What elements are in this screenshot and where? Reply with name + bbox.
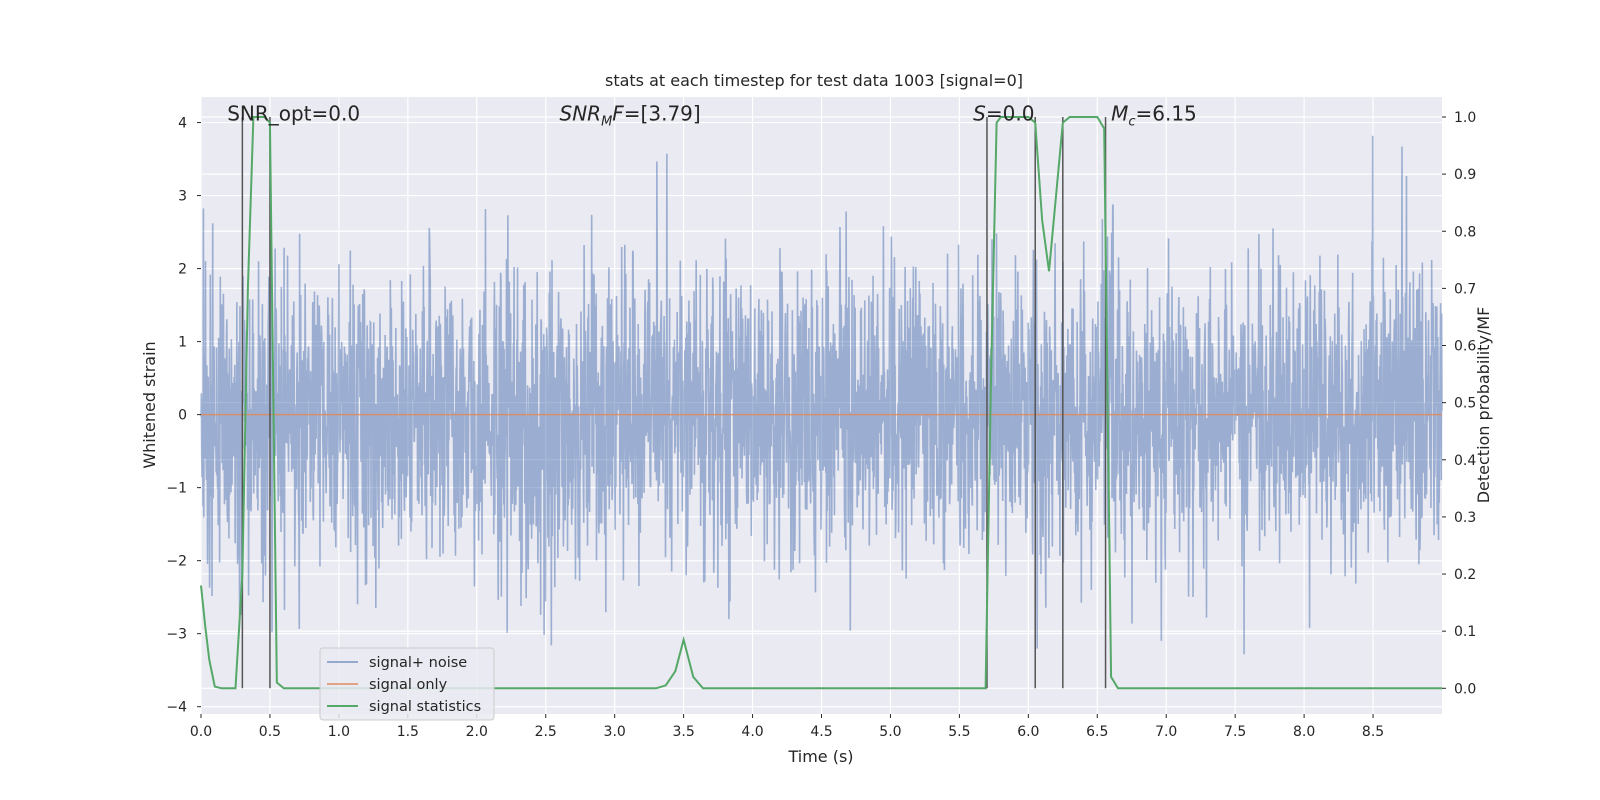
y-left-tick-label-7: 3 — [178, 189, 187, 205]
annotation-snr-opt: SNR_opt=0.0 — [227, 101, 360, 125]
x-tick-label-14: 7.0 — [1155, 724, 1177, 740]
annotations: SNR_opt=0.0 SNRMF=[3.79] S=0.0 Mc=6.15 — [227, 101, 1197, 129]
x-tick-label-15: 7.5 — [1224, 724, 1246, 740]
y-left-tick-label-5: 1 — [178, 335, 187, 351]
y-left-tick-label-0: −4 — [166, 700, 187, 716]
y-right-tick-label-4: 0.4 — [1454, 453, 1476, 469]
annotation-snr-mf: SNRMF=[3.79] — [560, 101, 701, 129]
snr-mf-sub: M — [601, 114, 612, 129]
y-left-tick-label-1: −3 — [166, 627, 187, 643]
x-tick-label-12: 6.0 — [1017, 724, 1039, 740]
x-tick-label-16: 8.0 — [1293, 724, 1315, 740]
s-value: =0.0 — [986, 101, 1035, 125]
x-tick-labels: 0.0 0.5 1.0 1.5 2.0 2.5 3.0 3.5 4.0 4.5 5.0 5.5 6.0 6… — [190, 714, 1384, 740]
y-right-tick-label-9: 0.9 — [1454, 167, 1476, 183]
y-right-tick-label-0: 0.0 — [1454, 681, 1476, 697]
x-axis-label: Time (s) — [787, 747, 853, 766]
y-left-tick-label-8: 4 — [178, 116, 187, 132]
legend-label-signal-only: signal only — [369, 677, 448, 693]
y-right-tick-label-3: 0.3 — [1454, 510, 1476, 526]
y-right-tick-label-8: 0.8 — [1454, 224, 1476, 240]
signal-statistics-line — [200, 116, 1442, 690]
y-left-tick-label-6: 2 — [178, 262, 187, 278]
y-right-tick-label-7: 0.7 — [1454, 281, 1476, 297]
legend-label-statistics: signal statistics — [369, 699, 481, 715]
signal-noise-series — [200, 135, 1443, 655]
x-tick-label-10: 5.0 — [879, 724, 901, 740]
x-tick-label-9: 4.5 — [810, 724, 832, 740]
y-right-tick-label-5: 0.5 — [1454, 396, 1476, 412]
y-right-axis-label: Detection probability/MF — [1474, 307, 1493, 504]
x-tick-label-11: 5.5 — [948, 724, 970, 740]
signal-noise-line — [200, 135, 1443, 655]
y-right-tick-label-6: 0.6 — [1454, 339, 1476, 355]
chart-title: stats at each timestep for test data 100… — [605, 71, 1023, 90]
y-right-tick-labels: 0.0 0.1 0.2 0.3 0.4 0.5 0.6 0.7 0.8 0.9 1.0 — [1442, 110, 1476, 697]
signal-statistics-series — [200, 116, 1442, 690]
annotation-s: S=0.0 — [973, 101, 1034, 125]
x-tick-label-1: 0.5 — [259, 724, 281, 740]
x-tick-label-4: 2.0 — [466, 724, 488, 740]
x-tick-label-8: 4.0 — [741, 724, 763, 740]
y-left-axis-label: Whitened strain — [140, 341, 159, 468]
x-tick-label-13: 6.5 — [1086, 724, 1108, 740]
x-tick-label-17: 8.5 — [1362, 724, 1384, 740]
y-right-tick-label-10: 1.0 — [1454, 110, 1476, 126]
y-left-tick-label-4: 0 — [178, 408, 187, 424]
s-symbol: S — [973, 101, 986, 125]
y-right-tick-label-2: 0.2 — [1454, 567, 1476, 583]
x-tick-label-2: 1.0 — [328, 724, 350, 740]
legend-label-signal-noise: signal+ noise — [369, 655, 467, 671]
y-right-tick-label-1: 0.1 — [1454, 624, 1476, 640]
x-tick-label-7: 3.5 — [672, 724, 694, 740]
snr-mf-value: =[3.79] — [624, 101, 701, 125]
mc-value: =6.15 — [1135, 101, 1196, 125]
legend: signal+ noise signal only signal statist… — [319, 647, 495, 721]
snr-mf-base: SNR — [560, 101, 602, 125]
y-left-tick-labels: −4 −3 −2 −1 0 1 2 3 4 — [166, 116, 201, 716]
y-left-tick-label-2: −2 — [166, 554, 187, 570]
x-tick-label-5: 2.5 — [535, 724, 557, 740]
x-tick-label-6: 3.0 — [604, 724, 626, 740]
x-tick-label-3: 1.5 — [397, 724, 419, 740]
x-tick-label-0: 0.0 — [190, 724, 212, 740]
snr-mf-rest: F — [612, 101, 624, 125]
y-left-tick-label-3: −1 — [166, 481, 187, 497]
legend-box — [319, 647, 495, 721]
mc-symbol: M — [1111, 101, 1128, 125]
mc-sub: c — [1128, 114, 1135, 129]
annotation-mc: Mc=6.15 — [1111, 101, 1197, 129]
